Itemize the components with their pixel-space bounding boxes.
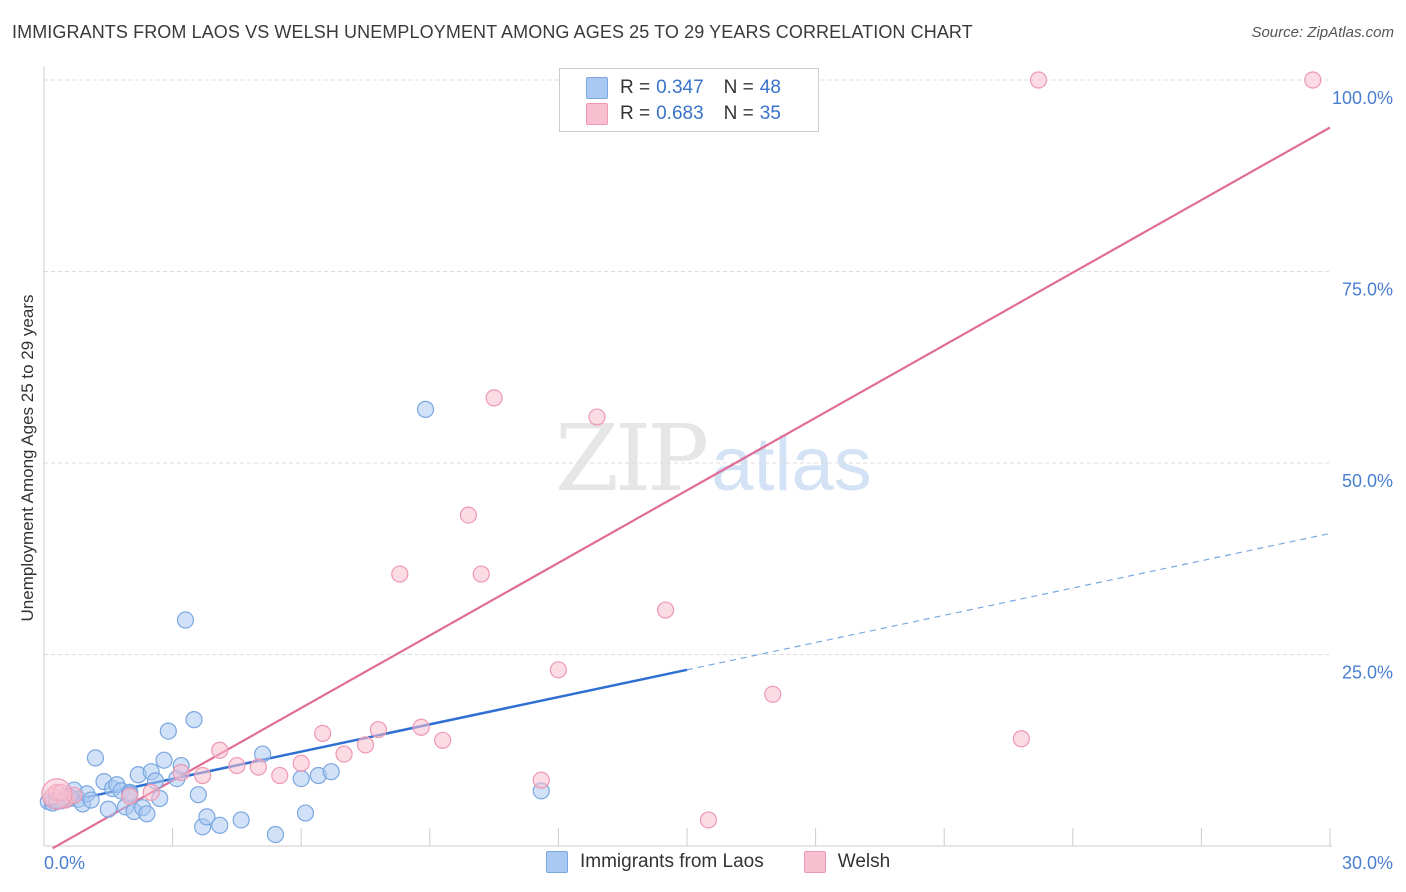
legend-stats-row-laos: R = 0.347 N = 48 xyxy=(586,74,781,102)
data-point-welsh xyxy=(459,506,477,524)
watermark-zip: ZIP xyxy=(555,405,709,512)
data-point-laos xyxy=(155,751,173,769)
data-point-welsh xyxy=(335,745,353,763)
legend-swatch-laos xyxy=(586,77,608,99)
legend-swatch-welsh xyxy=(586,103,608,125)
data-point-laos xyxy=(292,769,310,788)
legend-stats-row-welsh: R = 0.683 N = 35 xyxy=(586,100,781,128)
legend-item-welsh[interactable]: Welsh xyxy=(803,851,891,873)
n-value: 48 xyxy=(759,77,781,98)
data-point-welsh xyxy=(249,758,267,776)
y-axis-label: Unemployment Among Ages 25 to 29 years xyxy=(18,294,37,622)
data-point-welsh xyxy=(271,766,289,785)
n-label: N = xyxy=(723,103,754,124)
source-credit: Source: ZipAtlas.com xyxy=(1251,24,1394,41)
data-point-laos xyxy=(211,816,229,834)
axis-layer xyxy=(43,66,1332,847)
point-layer xyxy=(39,71,1322,844)
legend-label-laos: Immigrants from Laos xyxy=(580,851,764,872)
data-point-welsh xyxy=(292,754,310,772)
data-point-laos xyxy=(322,763,340,781)
data-point-laos xyxy=(99,800,117,818)
data-point-welsh xyxy=(532,771,550,789)
r-value: 0.683 xyxy=(656,103,704,124)
n-value: 35 xyxy=(759,103,781,124)
data-point-welsh xyxy=(549,661,568,679)
data-point-laos xyxy=(266,825,285,844)
data-point-welsh xyxy=(142,783,160,801)
data-point-laos xyxy=(198,808,216,826)
data-point-welsh xyxy=(1304,71,1322,89)
legend-swatch-laos xyxy=(546,851,568,873)
watermark-atlas: atlas xyxy=(711,422,872,507)
data-point-welsh xyxy=(41,778,73,810)
data-point-laos xyxy=(176,611,195,629)
data-point-welsh xyxy=(1012,730,1030,748)
grid-layer xyxy=(44,79,1330,655)
y-tick-label: 100.0% xyxy=(1332,88,1393,108)
data-point-laos xyxy=(232,811,250,829)
data-point-laos xyxy=(189,786,207,804)
y-tick-label: 50.0% xyxy=(1342,471,1393,491)
data-point-laos xyxy=(416,400,435,418)
r-value: 0.347 xyxy=(656,77,704,98)
label-layer: 25.0% 50.0% 75.0% 100.0% 0.0% 30.0% xyxy=(44,88,1393,873)
y-tick-label: 25.0% xyxy=(1342,663,1393,683)
data-point-welsh xyxy=(656,601,675,619)
data-point-laos xyxy=(86,749,105,767)
data-point-welsh xyxy=(1029,71,1048,89)
data-point-laos xyxy=(82,791,100,809)
trend-layer xyxy=(43,126,1331,850)
data-point-welsh xyxy=(391,565,409,583)
data-point-welsh xyxy=(764,685,782,703)
legend-label-welsh: Welsh xyxy=(837,851,891,872)
data-point-welsh xyxy=(412,718,430,736)
data-point-welsh xyxy=(228,756,246,775)
data-point-laos xyxy=(296,804,315,822)
legend-swatch-welsh xyxy=(803,851,826,873)
r-label: R = xyxy=(620,103,651,124)
data-point-welsh xyxy=(472,565,490,583)
data-point-welsh xyxy=(211,741,229,759)
trendline-laos-extension xyxy=(686,532,1331,671)
data-point-welsh xyxy=(194,766,212,785)
data-point-welsh xyxy=(434,731,452,749)
data-point-welsh xyxy=(588,408,606,426)
n-label: N = xyxy=(723,77,754,98)
data-point-laos xyxy=(159,722,177,740)
r-label: R = xyxy=(620,77,651,98)
trendline-welsh xyxy=(52,126,1331,850)
data-point-welsh xyxy=(699,811,718,829)
data-point-laos xyxy=(138,805,156,823)
data-point-laos xyxy=(185,711,203,729)
legend-series: Immigrants from Laos Welsh xyxy=(546,851,930,873)
legend-stats: R = 0.347 N = 48 R = 0.683 N = 35 xyxy=(559,68,819,132)
x-tick-label: 0.0% xyxy=(44,853,85,873)
data-point-welsh xyxy=(172,763,190,782)
x-tick-label: 30.0% xyxy=(1342,853,1393,873)
data-point-welsh xyxy=(314,724,332,742)
data-point-welsh xyxy=(485,389,503,407)
data-point-welsh xyxy=(369,720,387,739)
legend-item-laos[interactable]: Immigrants from Laos xyxy=(546,851,764,873)
data-point-welsh xyxy=(356,736,375,754)
chart-title: IMMIGRANTS FROM LAOS VS WELSH UNEMPLOYME… xyxy=(12,22,973,42)
y-tick-label: 75.0% xyxy=(1342,280,1393,300)
data-point-welsh xyxy=(121,787,139,805)
watermark: ZIPatlas xyxy=(555,405,872,512)
